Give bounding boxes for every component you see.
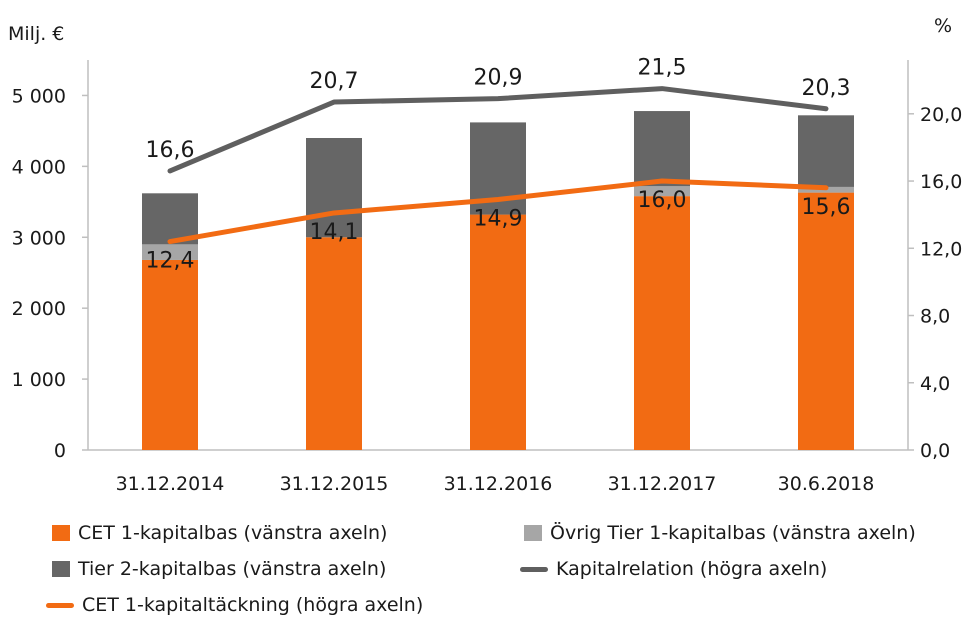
- legend: CET 1-kapitalbas (vänstra axeln) Övrig T…: [0, 500, 974, 636]
- right-tick-label: 12,0: [920, 238, 962, 260]
- legend-swatch: [524, 525, 542, 541]
- legend-item-other-tier1: Övrig Tier 1-kapitalbas (vänstra axeln): [524, 522, 916, 544]
- bar-segment-tier2: [798, 115, 854, 187]
- capital-ratio-data-label: 16,6: [146, 138, 195, 163]
- legend-label: CET 1-kapitalbas (vänstra axeln): [78, 522, 388, 544]
- lines: [167, 86, 829, 245]
- left-tick-label: 4 000: [12, 156, 66, 178]
- cet1-ratio-data-label: 12,4: [146, 249, 195, 274]
- right-tick-label: 16,0: [920, 171, 962, 193]
- data-labels: 16,6 20,7 20,9 21,5 20,3 12,4 14,1 14,9 16,0 15,6: [146, 56, 851, 274]
- legend-label: CET 1-kapitaltäckning (högra axeln): [82, 594, 424, 616]
- capital-ratio-data-label: 20,7: [310, 69, 359, 94]
- cet1-ratio-data-label: 14,9: [474, 207, 523, 232]
- bar-segment-cet1: [798, 192, 854, 450]
- bar-segment-cet1: [634, 196, 690, 450]
- left-tick-label: 5 000: [12, 85, 66, 107]
- cet1-ratio-data-label: 15,6: [802, 195, 851, 220]
- legend-item-tier2: Tier 2-kapitalbas (vänstra axeln): [52, 558, 386, 580]
- bar-segment-tier2: [634, 111, 690, 187]
- cet1-ratio-data-label: 14,1: [310, 220, 359, 245]
- bar-segment-tier2: [306, 138, 362, 238]
- bar-segment-other-tier1: [142, 244, 198, 260]
- x-tick-label: 31.12.2016: [444, 473, 553, 495]
- bars: [142, 111, 854, 450]
- left-tick-label: 3 000: [12, 227, 66, 249]
- left-axis-label: Milj. €: [8, 23, 64, 45]
- legend-swatch: [46, 602, 74, 608]
- bar-segment-cet1: [470, 214, 526, 450]
- right-tick-label: 4,0: [920, 373, 950, 395]
- axes: 0 1 000 2 000 3 000 4 000 5 000 0,0 4,0 8,0 12,0 1…: [12, 60, 962, 495]
- x-tick-label: 31.12.2015: [280, 473, 389, 495]
- legend-item-capital-ratio: Kapitalrelation (högra axeln): [520, 558, 827, 580]
- bar-segment-other-tier1: [634, 186, 690, 197]
- right-tick-label: 20,0: [920, 104, 962, 126]
- legend-swatch: [520, 566, 548, 572]
- capital-ratio-line: [167, 86, 829, 174]
- capital-ratio-data-label: 21,5: [638, 56, 687, 81]
- legend-label: Kapitalrelation (högra axeln): [556, 558, 828, 580]
- capital-ratio-data-label: 20,9: [474, 66, 523, 91]
- legend-swatch: [52, 561, 70, 577]
- legend-label: Tier 2-kapitalbas (vänstra axeln): [78, 558, 387, 580]
- x-tick-label: 30.6.2018: [778, 473, 875, 495]
- left-tick-label: 0: [54, 440, 66, 462]
- capital-ratio-data-label: 20,3: [802, 76, 851, 101]
- cet1-ratio-data-label: 16,0: [638, 188, 687, 213]
- left-tick-label: 2 000: [12, 298, 66, 320]
- legend-item-cet1-ratio: CET 1-kapitaltäckning (högra axeln): [46, 594, 423, 616]
- right-tick-label: 0,0: [920, 440, 950, 462]
- cet1-ratio-line: [167, 178, 829, 245]
- legend-item-cet1-base: CET 1-kapitalbas (vänstra axeln): [52, 522, 387, 544]
- legend-label: Övrig Tier 1-kapitalbas (vänstra axeln): [550, 522, 916, 544]
- x-tick-label: 31.12.2017: [608, 473, 717, 495]
- right-tick-label: 8,0: [920, 306, 950, 328]
- left-tick-label: 1 000: [12, 369, 66, 391]
- right-axis-label: %: [934, 15, 952, 37]
- chart: 0 1 000 2 000 3 000 4 000 5 000 0,0 4,0 8,0 12,0 1…: [8, 15, 962, 495]
- legend-swatch: [52, 525, 70, 541]
- bar-segment-cet1: [306, 237, 362, 450]
- bar-segment-cet1: [142, 259, 198, 450]
- x-tick-label: 31.12.2014: [116, 473, 225, 495]
